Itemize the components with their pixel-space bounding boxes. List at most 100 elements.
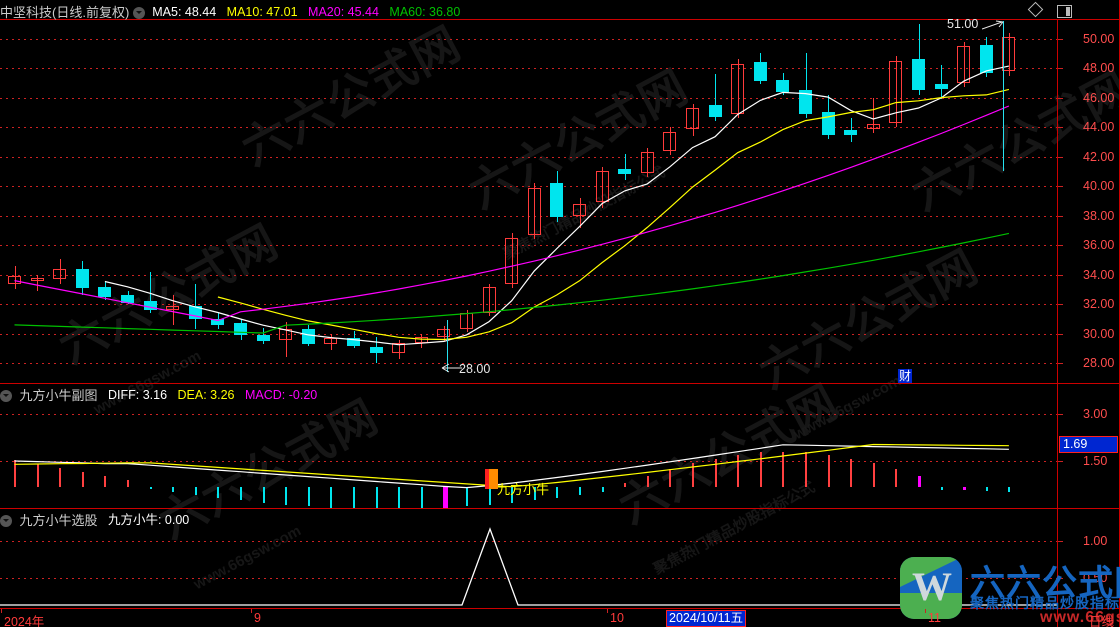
candle-body — [392, 342, 406, 353]
macd-bar — [737, 454, 739, 487]
macd-bar — [330, 487, 332, 508]
candle-body — [234, 323, 247, 336]
signal-line — [0, 527, 1057, 606]
gridline — [0, 127, 1057, 128]
diff-value: DIFF: 3.16 — [107, 388, 168, 403]
candle-body — [776, 80, 790, 92]
candle-wick — [647, 147, 648, 178]
macd-bar — [602, 487, 604, 492]
macd-value-highlight: 1.69 — [1059, 436, 1118, 453]
candle-body — [912, 59, 925, 91]
price-tick-label: 30.00 — [1083, 327, 1115, 341]
diamond-icon[interactable] — [1027, 1, 1044, 18]
macd-bar — [466, 487, 468, 507]
candle-body — [75, 268, 89, 288]
chevron-down-icon[interactable] — [0, 389, 12, 402]
low-marker-line — [447, 320, 448, 372]
price-tick-label: 42.00 — [1083, 150, 1115, 164]
candle-wick — [738, 59, 739, 119]
candle-wick — [150, 271, 151, 314]
macd-bar — [805, 452, 807, 487]
logo-url: www.66gsw.com — [1040, 609, 1120, 626]
selected-date-badge[interactable]: 2024/10/11五 — [666, 610, 747, 627]
macd-panel-title: 九方小牛副图 — [19, 388, 98, 404]
candle-body — [573, 203, 586, 216]
x-label-1: 9 — [254, 611, 261, 625]
macd-bar — [263, 487, 265, 503]
macd-bar — [150, 487, 152, 489]
period-label[interactable]: 日线 — [1089, 615, 1115, 627]
macd-bar — [104, 475, 106, 487]
signal-tick-label: 0.50 — [1083, 571, 1108, 585]
candle-wick — [489, 283, 490, 317]
macd-panel-header: 九方小牛副图 DIFF: 3.16 DEA: 3.26 MACD: -0.20 — [0, 386, 324, 405]
signal-value: 九方小牛: 0.00 — [107, 513, 190, 528]
macd-bar — [398, 487, 400, 510]
low-arrow-icon — [441, 363, 462, 373]
time-axis: 2024年 9 10 11 2024/10/11五 日线 — [0, 609, 1120, 627]
candle-wick — [444, 326, 445, 342]
candle-body — [369, 347, 383, 353]
macd-bar — [14, 459, 16, 487]
price-tick-label: 50.00 — [1083, 32, 1115, 46]
macd-bar — [511, 487, 513, 503]
macd-bar — [624, 483, 626, 487]
candle-body — [663, 131, 677, 151]
candle-body — [30, 277, 44, 281]
candle-wick — [1009, 32, 1010, 76]
signal-spike-line — [0, 527, 1057, 606]
candle-body — [708, 105, 722, 117]
candle-body — [618, 168, 632, 175]
ma20-label: MA20: 45.44 — [308, 5, 379, 20]
price-tick-label: 28.00 — [1083, 356, 1115, 370]
gridline — [0, 334, 1057, 335]
signal-panel-header: 九方小牛选股 九方小牛: 0.00 — [0, 511, 196, 530]
cai-badge: 财 — [898, 369, 913, 383]
gridline — [0, 541, 1057, 542]
signal-tick-label: 1.00 — [1083, 534, 1108, 548]
macd-bar — [195, 487, 197, 495]
candle-wick — [467, 310, 468, 333]
gridline — [0, 304, 1057, 305]
ma10-label: MA10: 47.01 — [226, 5, 298, 20]
macd-bar — [285, 487, 287, 505]
high-price-annotation: 51.00 — [947, 17, 979, 31]
gridline — [0, 157, 1057, 158]
candle-body — [437, 329, 451, 337]
macd-bar — [127, 479, 129, 487]
macd-bar — [37, 463, 39, 487]
candle-body — [211, 318, 225, 325]
candle-body — [844, 130, 858, 135]
candle-body — [550, 183, 564, 218]
price-tick-label: 38.00 — [1083, 209, 1115, 223]
candle-body — [686, 108, 699, 129]
high-marker-line — [1003, 21, 1004, 171]
main-chart-header: 中坚科技(日线.前复权) MA5: 48.44 MA10: 47.01 MA20… — [0, 3, 467, 22]
macd-bar — [895, 469, 897, 487]
macd-bar — [918, 476, 921, 487]
candle-wick — [37, 274, 38, 291]
macd-bar — [421, 487, 423, 509]
price-tick-label: 32.00 — [1083, 297, 1115, 311]
candle-wick — [421, 333, 422, 349]
macd-divider-top — [0, 383, 1120, 384]
gridline — [0, 245, 1057, 246]
page-title: 中坚科技(日线.前复权) — [0, 5, 130, 21]
macd-diff-line — [14, 444, 1009, 489]
ma-line-ma60 — [14, 232, 1010, 334]
price-tick-label: 48.00 — [1083, 61, 1115, 75]
ma5-label: MA5: 48.44 — [152, 5, 217, 20]
moving-average-lines — [14, 65, 1010, 346]
macd-bar — [941, 487, 943, 490]
macd-value: MACD: -0.20 — [244, 388, 318, 403]
signal-panel-title: 九方小牛选股 — [19, 513, 98, 529]
candle-body — [1002, 37, 1016, 72]
header-divider — [0, 19, 1120, 20]
candle-wick — [715, 74, 716, 122]
candle-wick — [941, 65, 942, 100]
layout-icon[interactable] — [1057, 5, 1072, 18]
macd-lines — [14, 443, 1009, 489]
candle-body — [166, 305, 180, 311]
chevron-down-icon[interactable] — [132, 6, 145, 19]
chevron-down-icon[interactable] — [0, 514, 12, 527]
